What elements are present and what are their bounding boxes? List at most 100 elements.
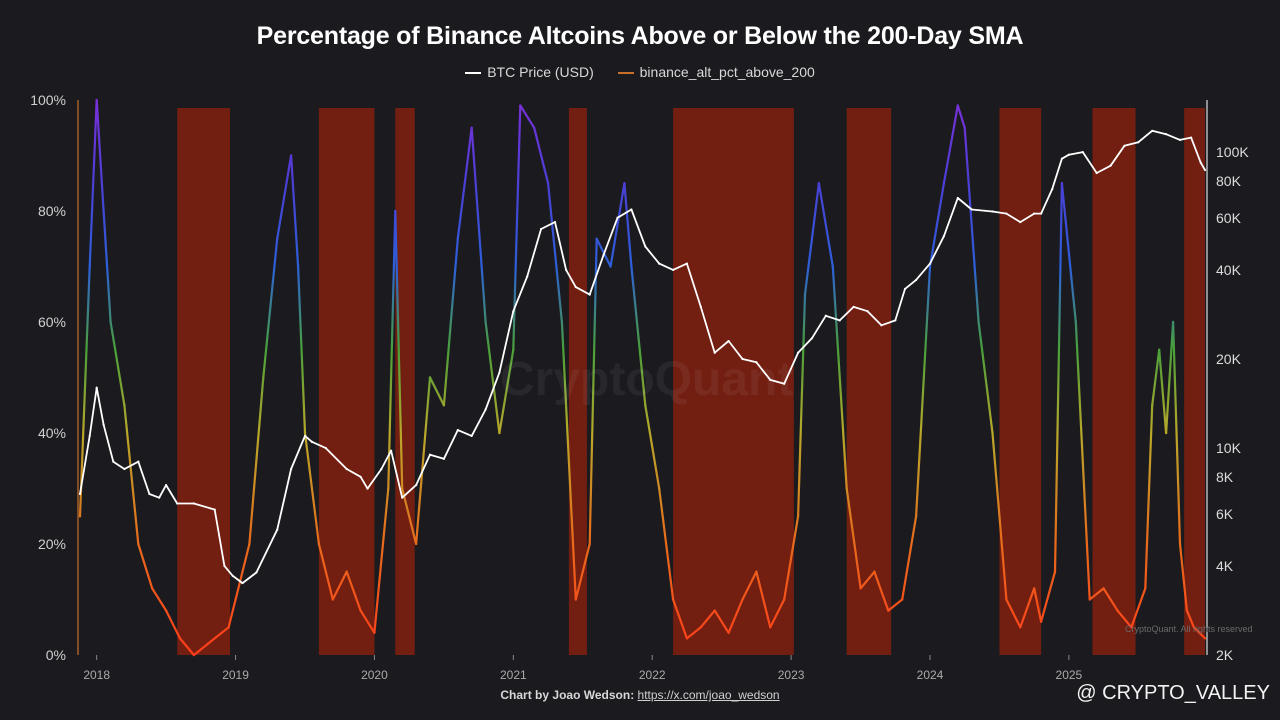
alt-point — [123, 404, 126, 407]
alt-point — [1157, 348, 1161, 351]
alt-point — [1005, 598, 1008, 601]
y-right-tick-label: 100K — [1216, 144, 1249, 160]
alt-point — [484, 320, 487, 324]
btc-point — [310, 440, 314, 443]
btc-point — [915, 278, 918, 282]
alt-point — [498, 431, 501, 435]
btc-point — [1081, 151, 1084, 154]
alt-point — [977, 320, 980, 324]
alt-point — [831, 265, 834, 268]
btc-point — [755, 361, 758, 364]
alt-point — [262, 376, 265, 379]
alt-point — [609, 265, 612, 268]
y-right-tick-label: 20K — [1216, 351, 1242, 367]
btc-point — [512, 310, 515, 313]
y-right-tick-label: 4K — [1216, 558, 1234, 574]
btc-point — [658, 262, 661, 265]
btc-point — [783, 382, 786, 385]
btc-point — [553, 221, 557, 224]
legend-item-btc: BTC Price (USD) — [465, 64, 594, 80]
btc-point — [137, 460, 140, 463]
btc-point — [390, 449, 393, 452]
alt-point — [1164, 431, 1168, 435]
y-left-tick-label: 60% — [38, 314, 66, 330]
alt-point — [206, 642, 209, 646]
btc-point — [255, 571, 258, 574]
btc-point — [1203, 168, 1207, 172]
bear-period-shading — [177, 108, 1205, 655]
alt-point — [519, 104, 522, 107]
btc-point — [1051, 188, 1054, 191]
x-tick-label: 2020 — [361, 668, 388, 682]
btc-point — [158, 496, 161, 499]
alt-point — [137, 542, 140, 546]
btc-point — [231, 574, 234, 578]
alt-point — [873, 570, 876, 573]
credit-prefix: Chart by Joao Wedson: — [500, 688, 635, 702]
alt-point — [331, 598, 334, 601]
btc-point — [540, 227, 543, 231]
alt-point — [942, 182, 946, 185]
x-tick-label: 2025 — [1056, 668, 1083, 682]
bear-period-8 — [1092, 108, 1136, 655]
alt-point — [956, 104, 959, 107]
alt-point — [1088, 598, 1091, 601]
bear-period-3 — [395, 108, 415, 655]
alt-point — [1192, 626, 1196, 629]
btc-point — [1019, 221, 1022, 224]
btc-point — [671, 268, 675, 272]
alt-point — [414, 542, 418, 546]
btc-point — [769, 378, 772, 382]
chart-credit: Chart by Joao Wedson: https://x.com/joao… — [0, 688, 1280, 702]
alt-point — [657, 487, 661, 490]
alt-point — [1074, 320, 1078, 324]
btc-point — [148, 492, 151, 496]
btc-point — [741, 357, 744, 361]
alt-point — [289, 154, 293, 157]
y-right-tick-label: 10K — [1216, 440, 1242, 456]
btc-point — [699, 305, 702, 308]
alt-point — [1053, 570, 1057, 573]
btc-point — [1199, 161, 1202, 164]
btc-point — [1033, 212, 1036, 215]
alt-point — [1178, 542, 1182, 546]
alt-point — [428, 376, 432, 379]
btc-point — [276, 528, 279, 531]
bear-period-1 — [177, 108, 230, 655]
btc-point — [1060, 157, 1064, 160]
alt-point — [671, 598, 675, 601]
alt-point — [456, 237, 459, 240]
legend-label-alt: binance_alt_pct_above_200 — [639, 64, 815, 80]
x-tick-label: 2018 — [83, 668, 110, 682]
alt-point — [387, 487, 390, 490]
y-left-tick-label: 20% — [38, 536, 66, 552]
y-left-tick-label: 80% — [38, 203, 66, 219]
alt-point — [901, 598, 904, 601]
alt-point — [248, 542, 251, 546]
alt-point — [1203, 637, 1207, 640]
btc-point — [903, 287, 907, 291]
alt-point — [859, 587, 862, 590]
btc-point — [241, 581, 244, 585]
btc-point — [176, 502, 179, 505]
btc-point — [727, 339, 730, 343]
alt-point — [588, 542, 591, 546]
btc-point — [810, 337, 814, 340]
bear-period-7 — [999, 108, 1042, 655]
btc-point — [88, 434, 91, 437]
alt-point — [630, 265, 633, 268]
legend-swatch-btc — [465, 72, 482, 75]
alt-point — [532, 126, 536, 129]
alt-point — [741, 598, 744, 601]
btc-point — [223, 564, 226, 567]
alt-point — [803, 293, 807, 296]
btc-point — [526, 275, 529, 278]
btc-point — [401, 496, 404, 499]
alt-point — [1151, 404, 1154, 407]
btc-point — [456, 429, 459, 432]
btc-point — [685, 262, 689, 265]
alt-point — [1102, 587, 1105, 590]
credit-link[interactable]: https://x.com/joao_wedson — [637, 688, 780, 702]
x-tick-label: 2019 — [222, 668, 249, 682]
